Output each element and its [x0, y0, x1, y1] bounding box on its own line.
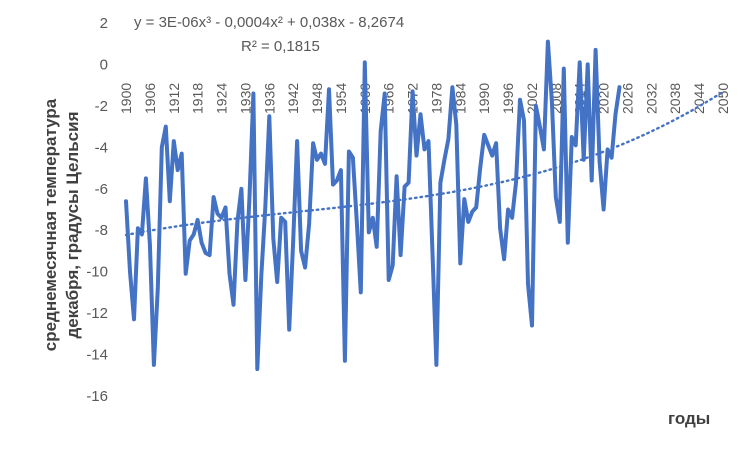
- x-tick-label: 1942: [285, 83, 301, 114]
- x-tick-label: 1948: [309, 83, 325, 114]
- x-tick-label: 1930: [237, 83, 253, 114]
- x-tick-label: 1936: [261, 83, 277, 114]
- y-tick-label: -16: [86, 388, 108, 405]
- y-tick-label: -4: [95, 139, 108, 156]
- y-tick-label: -14: [86, 347, 108, 364]
- y-tick-label: -6: [95, 181, 108, 198]
- x-tick-label: 1954: [333, 83, 349, 114]
- series-group: [124, 39, 622, 372]
- x-tick-label: 1918: [190, 83, 206, 114]
- x-tick-label: 2038: [667, 83, 683, 114]
- r-squared-label: R² = 0,1815: [241, 38, 320, 55]
- trendline-equation: y = 3E-06x³ - 0,0004x² + 0,038x - 8,2674: [134, 14, 405, 31]
- x-tick-label: 1978: [428, 83, 444, 114]
- x-axis-ticks: 1900 1906 1912 1918 1924 1930 1936 1942 1948 1954…: [118, 83, 731, 114]
- x-tick-label: 2026: [619, 83, 635, 114]
- x-tick-label: 1996: [500, 83, 516, 114]
- y-tick-label: 2: [100, 15, 108, 32]
- x-tick-label: 1990: [476, 83, 492, 114]
- y-tick-label: -2: [95, 98, 108, 115]
- series-line: [124, 39, 622, 372]
- y-tick-label: -10: [86, 264, 108, 281]
- y-axis-label: среднемесячная температура декабря, град…: [40, 99, 84, 352]
- x-tick-label: 1912: [166, 83, 182, 114]
- y-axis-label-line-2: декабря, градусы Цельсия: [63, 111, 82, 339]
- x-tick-label: 2032: [643, 83, 659, 114]
- x-tick-label: 1906: [142, 83, 158, 114]
- y-axis-ticks: 2 0 -2 -4 -6 -8 -10 -12 -14 -16: [86, 15, 108, 405]
- y-axis-label-line-1: среднемесячная температура: [41, 98, 60, 352]
- x-tick-label: 2050: [715, 83, 731, 114]
- x-axis-label: годы: [668, 409, 711, 428]
- x-tick-label: 1924: [214, 83, 230, 114]
- x-tick-label: 1900: [118, 83, 134, 114]
- y-tick-label: -12: [86, 305, 108, 322]
- x-tick-label: 2044: [691, 83, 707, 114]
- y-tick-label: -8: [95, 222, 108, 239]
- y-tick-label: 0: [100, 56, 108, 73]
